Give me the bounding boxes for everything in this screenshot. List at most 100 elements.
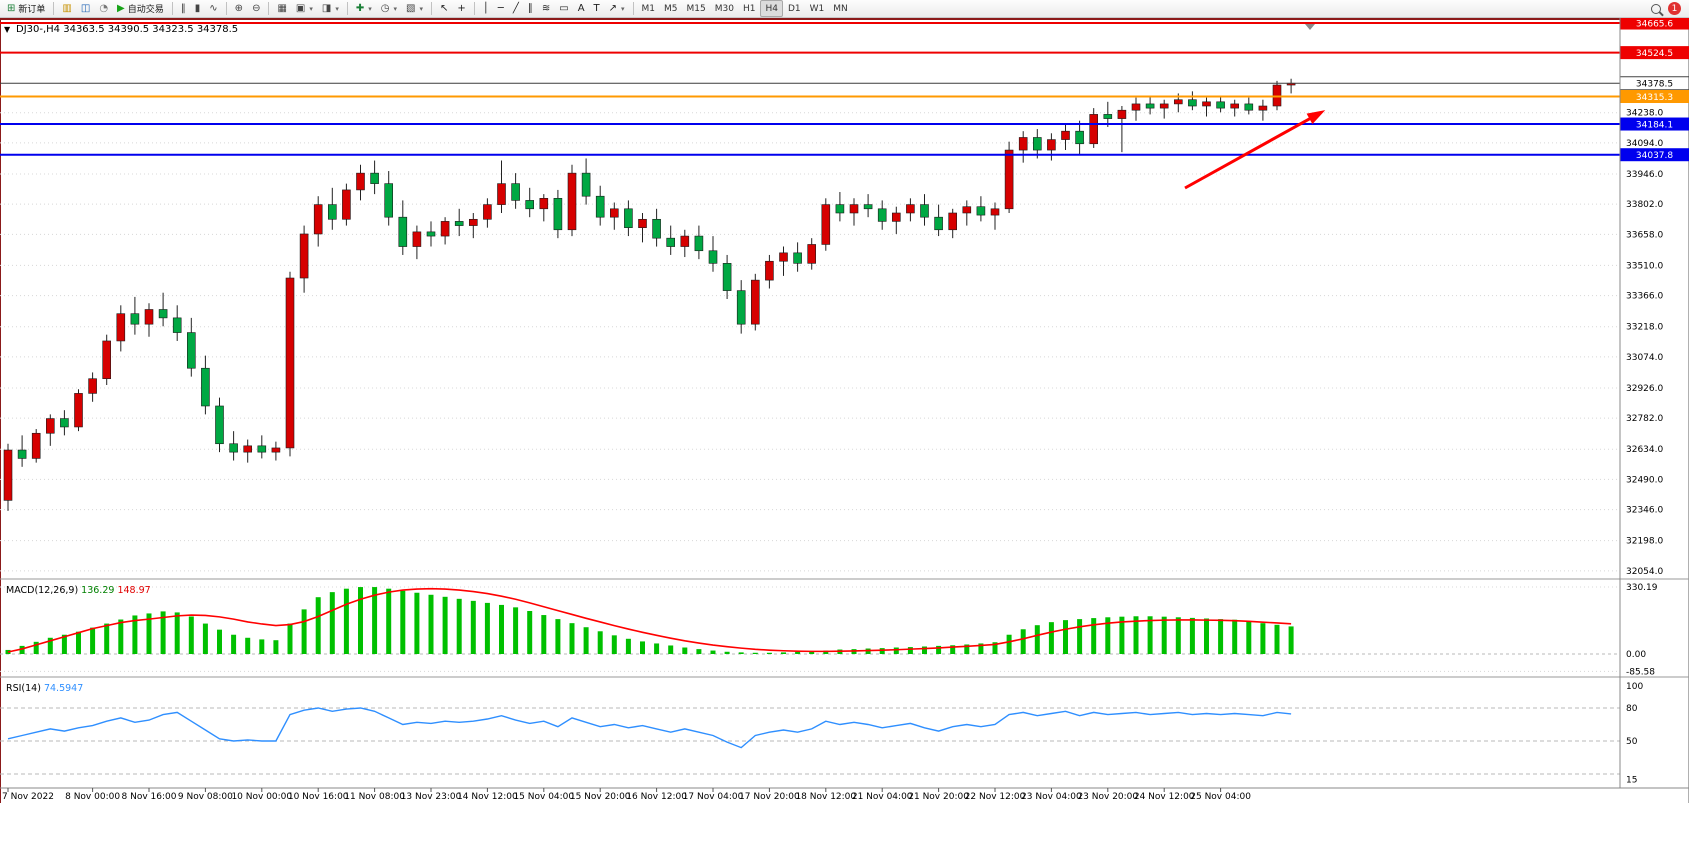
svg-text:34184.1: 34184.1 bbox=[1636, 121, 1673, 131]
timeframe-m5-label: M5 bbox=[664, 3, 678, 14]
svg-text:22 Nov 12:00: 22 Nov 12:00 bbox=[965, 792, 1026, 802]
text-label-icon: T bbox=[593, 2, 600, 14]
toolbar-separator bbox=[225, 2, 227, 15]
market-watch-button[interactable]: ◫ bbox=[77, 1, 94, 16]
data-window-icon: ◔ bbox=[99, 2, 109, 14]
zoom-in-button[interactable]: ⊕ bbox=[231, 1, 247, 16]
macd-label: MACD(12,26,9) 136.29 148.97 bbox=[6, 585, 151, 596]
data-window-button[interactable]: ◔ bbox=[95, 1, 112, 16]
price-tag-34524.5: 34524.5 bbox=[1620, 46, 1689, 60]
svg-text:32926.0: 32926.0 bbox=[1626, 384, 1663, 394]
svg-text:100: 100 bbox=[1626, 682, 1643, 692]
timeframe-m1-button[interactable]: M1 bbox=[638, 1, 660, 16]
search-button[interactable] bbox=[1647, 1, 1665, 16]
toolbar-separator bbox=[171, 2, 173, 15]
candlestick-chart-icon: ▮ bbox=[194, 2, 201, 14]
svg-text:34037.8: 34037.8 bbox=[1636, 151, 1673, 161]
trendline-button[interactable]: ╱ bbox=[509, 1, 523, 16]
zoom-in-icon: ⊕ bbox=[234, 2, 244, 14]
equidistant-channel-icon: ∥ bbox=[527, 2, 533, 14]
line-chart-button[interactable]: ∿ bbox=[205, 1, 221, 16]
chart-canvas[interactable]: 34238.0 34094.0 33946.0 33802.0 33658.0 33510… bbox=[0, 16, 1689, 857]
search-icon bbox=[1651, 3, 1661, 14]
svg-text:-85.58: -85.58 bbox=[1626, 667, 1655, 677]
toolbar-separator bbox=[268, 2, 270, 15]
toolbar-separator bbox=[430, 2, 432, 15]
svg-text:33366.0: 33366.0 bbox=[1626, 292, 1663, 302]
timeframe-m30-button[interactable]: M30 bbox=[711, 1, 738, 16]
svg-text:32634.0: 32634.0 bbox=[1626, 445, 1663, 455]
svg-text:32346.0: 32346.0 bbox=[1626, 506, 1663, 516]
svg-text:34524.5: 34524.5 bbox=[1636, 49, 1673, 59]
arrange-windows-button[interactable]: ▣ ▾ bbox=[292, 1, 317, 16]
price-scale[interactable]: 34238.0 34094.0 33946.0 33802.0 33658.0 33510… bbox=[1626, 109, 1663, 786]
indicators-icon: ✚ bbox=[355, 2, 365, 14]
cursor-icon: ↖ bbox=[439, 2, 449, 14]
timeframe-m1-label: M1 bbox=[641, 3, 656, 14]
arrows-button[interactable]: ↗ ▾ bbox=[605, 1, 629, 16]
chevron-down-icon: ▾ bbox=[368, 4, 372, 13]
svg-text:▼: ▼ bbox=[4, 25, 11, 34]
timeframe-d1-button[interactable]: D1 bbox=[784, 1, 805, 16]
svg-text:33218.0: 33218.0 bbox=[1626, 323, 1663, 333]
zoom-out-icon: ⊖ bbox=[252, 2, 261, 14]
new-order-button[interactable]: ⊞ 新订单 bbox=[3, 1, 49, 16]
svg-text:34665.6: 34665.6 bbox=[1636, 20, 1673, 30]
timeframe-m5-button[interactable]: M5 bbox=[660, 1, 682, 16]
shapes-button[interactable]: ▭ bbox=[555, 1, 572, 16]
chart-shift-button[interactable]: ◨ ▾ bbox=[318, 1, 343, 16]
text-button[interactable]: A bbox=[574, 1, 589, 16]
svg-text:32782.0: 32782.0 bbox=[1626, 414, 1663, 424]
text-label-button[interactable]: T bbox=[590, 1, 604, 16]
notification-badge[interactable]: 1 bbox=[1668, 2, 1681, 15]
svg-text:33074.0: 33074.0 bbox=[1626, 353, 1663, 363]
periods-button[interactable]: ◷ ▾ bbox=[377, 1, 401, 16]
autotrading-button[interactable]: ▶ 自动交易 bbox=[113, 1, 168, 16]
svg-text:11 Nov 08:00: 11 Nov 08:00 bbox=[344, 792, 405, 802]
equidistant-channel-button[interactable]: ∥ bbox=[524, 1, 537, 16]
svg-text:50: 50 bbox=[1626, 737, 1638, 747]
fibonacci-button[interactable]: ≋ bbox=[538, 1, 554, 16]
chart-shift-marker[interactable] bbox=[1305, 24, 1315, 30]
time-axis[interactable]: 7 Nov 2022 8 Nov 00:00 8 Nov 16:00 9 Nov 08… bbox=[2, 788, 1251, 802]
templates-button[interactable]: ▧ ▾ bbox=[402, 1, 427, 16]
svg-text:17 Nov 04:00: 17 Nov 04:00 bbox=[683, 792, 744, 802]
horizontal-line-button[interactable]: ─ bbox=[494, 1, 508, 16]
zoom-out-button[interactable]: ⊖ bbox=[248, 1, 264, 16]
crosshair-button[interactable]: + bbox=[453, 1, 469, 16]
svg-text:15 Nov 20:00: 15 Nov 20:00 bbox=[570, 792, 631, 802]
timeframe-mn-button[interactable]: MN bbox=[829, 1, 852, 16]
toolbar-separator bbox=[53, 2, 55, 15]
svg-text:MACD(12,26,9) 136.29 148.97: MACD(12,26,9) 136.29 148.97 bbox=[6, 585, 151, 596]
timeframe-m15-button[interactable]: M15 bbox=[683, 1, 710, 16]
vertical-line-button[interactable]: │ bbox=[479, 1, 493, 16]
svg-text:7 Nov 2022: 7 Nov 2022 bbox=[2, 792, 54, 802]
chart-window: 34238.0 34094.0 33946.0 33802.0 33658.0 33510… bbox=[0, 16, 1689, 857]
svg-text:9 Nov 08:00: 9 Nov 08:00 bbox=[178, 792, 233, 802]
svg-text:8 Nov 16:00: 8 Nov 16:00 bbox=[122, 792, 177, 802]
tile-windows-icon: ▦ bbox=[277, 2, 287, 14]
svg-text:14 Nov 12:00: 14 Nov 12:00 bbox=[457, 792, 518, 802]
tile-windows-button[interactable]: ▦ bbox=[273, 1, 290, 16]
indicators-button[interactable]: ✚ ▾ bbox=[352, 1, 376, 16]
price-tag-34184.1: 34184.1 bbox=[1620, 117, 1689, 131]
timeframe-w1-button[interactable]: W1 bbox=[806, 1, 829, 16]
chart-shift-icon: ◨ bbox=[321, 2, 332, 14]
bar-chart-button[interactable]: ‖ bbox=[177, 1, 190, 16]
svg-text:34094.0: 34094.0 bbox=[1626, 139, 1663, 149]
svg-text:34238.0: 34238.0 bbox=[1626, 109, 1663, 119]
cursor-button[interactable]: ↖ bbox=[436, 1, 452, 16]
toolbar-separator bbox=[473, 2, 475, 15]
charts-button[interactable]: ▥ bbox=[58, 1, 75, 16]
svg-text:15 Nov 04:00: 15 Nov 04:00 bbox=[513, 792, 574, 802]
svg-text:21 Nov 04:00: 21 Nov 04:00 bbox=[852, 792, 913, 802]
autotrading-label: 自动交易 bbox=[127, 5, 164, 15]
candlestick-chart-button[interactable]: ▮ bbox=[191, 1, 205, 16]
arrows-icon: ↗ bbox=[608, 2, 618, 14]
svg-text:15: 15 bbox=[1626, 776, 1637, 786]
trend-arrow-annotation[interactable] bbox=[1184, 110, 1326, 190]
timeframe-w1-label: W1 bbox=[809, 3, 825, 14]
timeframe-h1-button[interactable]: H1 bbox=[739, 1, 760, 16]
timeframe-h4-button[interactable]: H4 bbox=[760, 0, 783, 17]
